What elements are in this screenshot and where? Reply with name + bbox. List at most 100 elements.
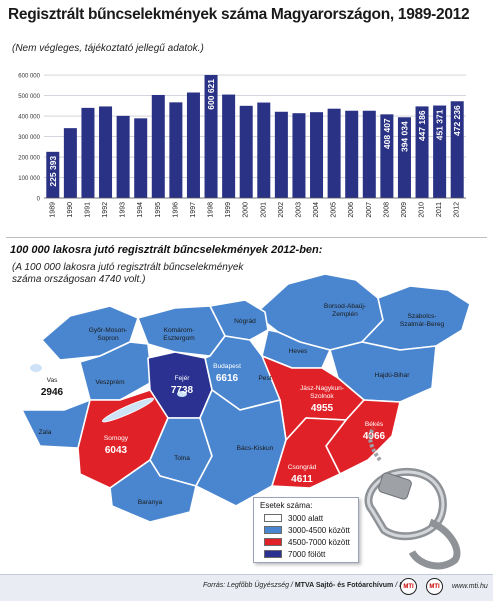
handcuffs-illustration	[364, 426, 461, 570]
county-name-label: Pest	[258, 375, 271, 382]
x-tick-label: 2012	[454, 202, 461, 218]
bar-value-label: 408 407	[382, 118, 392, 149]
source-prefix: Forrás: Legfőbb Ügyészség /	[203, 582, 293, 589]
county-name-label: Budapest	[213, 363, 241, 370]
legend-item-4500-7000: 4500-7000 között	[264, 536, 350, 548]
bar	[99, 106, 113, 198]
legend-title: Esetek száma:	[260, 501, 313, 510]
x-tick-label: 1996	[172, 202, 179, 218]
bar	[345, 110, 359, 198]
source-bold: MTVA Sajtó- és Fotóarchívum	[294, 582, 394, 589]
bar	[274, 111, 288, 198]
x-tick-label: 2006	[348, 202, 355, 218]
county-value-label: 4611	[291, 474, 313, 485]
county-value-label: 4966	[363, 431, 386, 442]
county-name-label: Csongrád	[288, 464, 317, 471]
cuff-chain	[368, 426, 382, 462]
y-tick-label: 400 000	[18, 115, 40, 121]
legend-label: 3000-4500 között	[288, 525, 350, 535]
map-note: (A 100 000 lakosra jutó regisztrált bűnc…	[12, 262, 244, 285]
x-tick-label: 1992	[102, 202, 109, 218]
county-name-label: Komárom-	[164, 327, 195, 334]
bar	[81, 107, 95, 198]
x-tick-label: 1994	[137, 202, 144, 218]
county-name-label: Szabolcs-	[408, 313, 437, 320]
lake-velence	[177, 391, 187, 397]
bar	[169, 102, 183, 198]
legend-swatch	[264, 514, 282, 522]
y-tick-label: 500 000	[18, 94, 40, 100]
x-tick-label: 1993	[120, 202, 127, 218]
cuff-ring-highlight	[366, 470, 445, 538]
legend-item-3000-4500: 3000-4500 között	[264, 524, 350, 536]
legend-label: 3000 alatt	[288, 513, 324, 523]
lake-balaton	[101, 397, 155, 423]
bar-value-label: 451 371	[435, 109, 445, 140]
bar	[239, 105, 253, 198]
y-tick-label: 200 000	[18, 156, 40, 162]
legend-swatch	[264, 538, 282, 546]
county-name-label: Heves	[289, 348, 308, 355]
bar	[151, 94, 165, 198]
bar-value-label: 600 621	[206, 79, 216, 110]
county-name-label: Esztergom	[163, 335, 195, 342]
x-tick-label: 2002	[278, 202, 285, 218]
x-tick-label: 2005	[331, 202, 338, 218]
county-value-label: 4955	[311, 403, 334, 414]
county-name-label: Bács-Kiskun	[237, 445, 274, 452]
x-tick-label: 1995	[155, 202, 162, 218]
map-title: 100 000 lakosra jutó regisztrált bűncsel…	[10, 244, 323, 256]
bar	[450, 101, 464, 198]
county-shape	[41, 305, 139, 361]
bar	[310, 112, 324, 198]
county-name-label: Hajdú-Bihar	[375, 372, 411, 379]
x-tick-label: 2008	[383, 202, 390, 218]
bar-value-label: 394 034	[399, 121, 409, 152]
hungary-county-map: Borsod-Abaúj-Zemplén Szabolcs-Szatmár-Ber…	[21, 273, 471, 570]
county-shape	[109, 459, 197, 523]
x-tick-label: 1999	[225, 202, 232, 218]
website-credit: www.mti.hu	[452, 583, 488, 590]
section-divider	[6, 237, 487, 238]
county-name-label: Szatmár-Bereg	[400, 321, 445, 328]
bar	[292, 113, 306, 198]
bar	[380, 114, 394, 198]
chart-title: Regisztrált bűncselekmények száma Magyar…	[8, 6, 470, 23]
county-name-label: Szolnok	[310, 393, 334, 400]
county-shape	[271, 417, 347, 489]
bar	[63, 128, 77, 198]
x-tick-label: 1989	[49, 202, 56, 218]
bar	[116, 115, 130, 198]
bar-value-label: 447 186	[417, 110, 427, 141]
x-tick-label: 2007	[366, 202, 373, 218]
bar	[257, 102, 271, 198]
bar	[433, 105, 447, 198]
x-tick-label: 2011	[436, 202, 443, 217]
legend-label: 7000 fölött	[288, 549, 326, 559]
lake-ferto	[30, 364, 42, 372]
x-tick-label: 2009	[401, 202, 408, 218]
county-name-label: Veszprém	[95, 379, 125, 386]
legend-item-under-3000: 3000 alatt	[264, 512, 323, 524]
county-name-label: Zemplén	[332, 311, 358, 318]
county-name-label: Nógrád	[234, 318, 256, 325]
map-legend: Esetek száma: 3000 alatt 3000-4500 közöt…	[253, 497, 359, 563]
county-name-label: Békés	[365, 421, 384, 428]
x-tick-label: 1990	[67, 202, 74, 218]
bar-chart: 0 100 000 200 000 300 000 400 000 500 000 600 …	[18, 74, 466, 218]
cuff-second-ring	[408, 518, 461, 570]
y-tick-label: 300 000	[18, 135, 40, 141]
bar	[46, 151, 60, 198]
county-value-label: 7738	[171, 385, 194, 396]
bar	[204, 74, 218, 198]
county-value-label: 6043	[105, 445, 128, 456]
x-tick-label: 1997	[190, 202, 197, 218]
county-name-label: Somogy	[104, 435, 129, 442]
bar-value-label: 472 236	[452, 105, 462, 136]
county-value-label: 6616	[216, 373, 239, 384]
county-name-label: Tolna	[174, 455, 190, 462]
mti-logo-text: MTI	[403, 583, 414, 590]
counties-group	[21, 273, 471, 523]
x-tick-label: 2000	[243, 202, 250, 218]
